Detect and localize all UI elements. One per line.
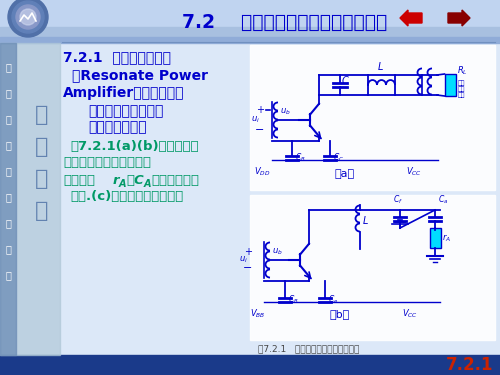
Circle shape [8,0,48,37]
Text: $C_e$: $C_e$ [328,294,338,306]
Text: 7.2.1: 7.2.1 [446,356,493,374]
Text: −: − [242,263,252,273]
Text: 图7.2.1   丙类谐振放大器的电路组成: 图7.2.1 丙类谐振放大器的电路组成 [258,345,360,354]
FancyArrow shape [400,10,422,26]
Text: A: A [144,179,152,189]
Text: 大: 大 [36,169,49,189]
Text: 阻抗: 阻抗 [458,92,466,98]
Text: 山: 山 [36,105,49,125]
Text: +: + [256,105,264,115]
Text: $C_C$: $C_C$ [333,152,344,164]
Bar [0,27,500,37]
Text: $u_i$: $u_i$ [251,115,260,125]
Text: $u_b$: $u_b$ [280,107,291,117]
Text: 程: 程 [5,218,11,228]
Bar [444,74,456,96]
FancyArrow shape [448,10,470,26]
Text: $r_A$: $r_A$ [442,232,451,244]
Circle shape [20,9,36,25]
Bar [0,43,16,355]
Text: 学: 学 [5,140,11,150]
Text: $V_{CC}$: $V_{CC}$ [406,165,422,177]
Bar [0,355,500,375]
Text: $V_{BB}$: $V_{BB}$ [250,307,266,320]
Text: $C_B$: $C_B$ [295,152,306,164]
Text: 下级: 下级 [458,80,466,86]
Text: （a）: （a） [335,169,355,179]
Text: 东: 东 [36,137,49,157]
Text: 院: 院 [5,270,11,280]
Text: 科: 科 [5,114,11,124]
Text: L: L [363,216,368,226]
Text: $V_{DD}$: $V_{DD}$ [254,165,270,177]
Text: 息: 息 [5,88,11,98]
Text: 7.2.1  谐振功率放大器: 7.2.1 谐振功率放大器 [63,50,171,64]
Text: 7.2    谐振功率放大器的原理与应用: 7.2 谐振功率放大器的原理与应用 [182,12,388,32]
Text: 图7.2.1(a)(b)分别为发送: 图7.2.1(a)(b)分别为发送 [70,140,198,153]
Text: 学: 学 [5,244,11,254]
Text: （Resonate Power: （Resonate Power [72,68,208,82]
Text: 设备的中间放大级和末级: 设备的中间放大级和末级 [63,156,151,170]
Text: $V_{CC}$: $V_{CC}$ [402,307,418,320]
Bar [250,195,495,340]
Circle shape [12,1,44,33]
Text: 的工作原理分析: 的工作原理分析 [88,120,146,134]
Text: C: C [342,76,349,86]
Text: $C_f$: $C_f$ [393,194,403,206]
Text: L: L [378,62,382,72]
Bar [0,43,60,355]
Text: 与: 与 [5,166,11,176]
Bar [430,228,440,248]
Bar [0,37,500,43]
Text: 放大器（: 放大器（ [63,174,95,186]
Text: 学: 学 [36,201,49,221]
Text: 信: 信 [5,62,11,72]
Bar [250,45,495,190]
Bar [0,0,500,27]
Text: Amplifier）的工作原理: Amplifier）的工作原理 [63,86,184,100]
Text: 输入: 输入 [458,86,466,92]
Text: $u_i$: $u_i$ [239,255,248,265]
Text: −: − [254,125,264,135]
Text: 路）.(c)为相应的原理电路。: 路）.(c)为相应的原理电路。 [70,190,183,204]
Text: （b）: （b） [330,309,350,319]
Text: 、C: 、C [126,174,144,186]
Text: A: A [119,179,126,189]
Text: r: r [113,174,119,186]
Text: 工: 工 [5,192,11,202]
Text: $C_a$: $C_a$ [438,194,448,206]
Text: 一．谐振功率放大器: 一．谐振功率放大器 [88,104,164,118]
Text: $R_L$: $R_L$ [457,65,468,77]
Text: $C_B$: $C_B$ [288,294,298,306]
Circle shape [16,5,40,29]
Text: $u_b$: $u_b$ [272,247,283,257]
Text: +: + [244,247,252,257]
Text: 为天线等效电: 为天线等效电 [151,174,199,186]
